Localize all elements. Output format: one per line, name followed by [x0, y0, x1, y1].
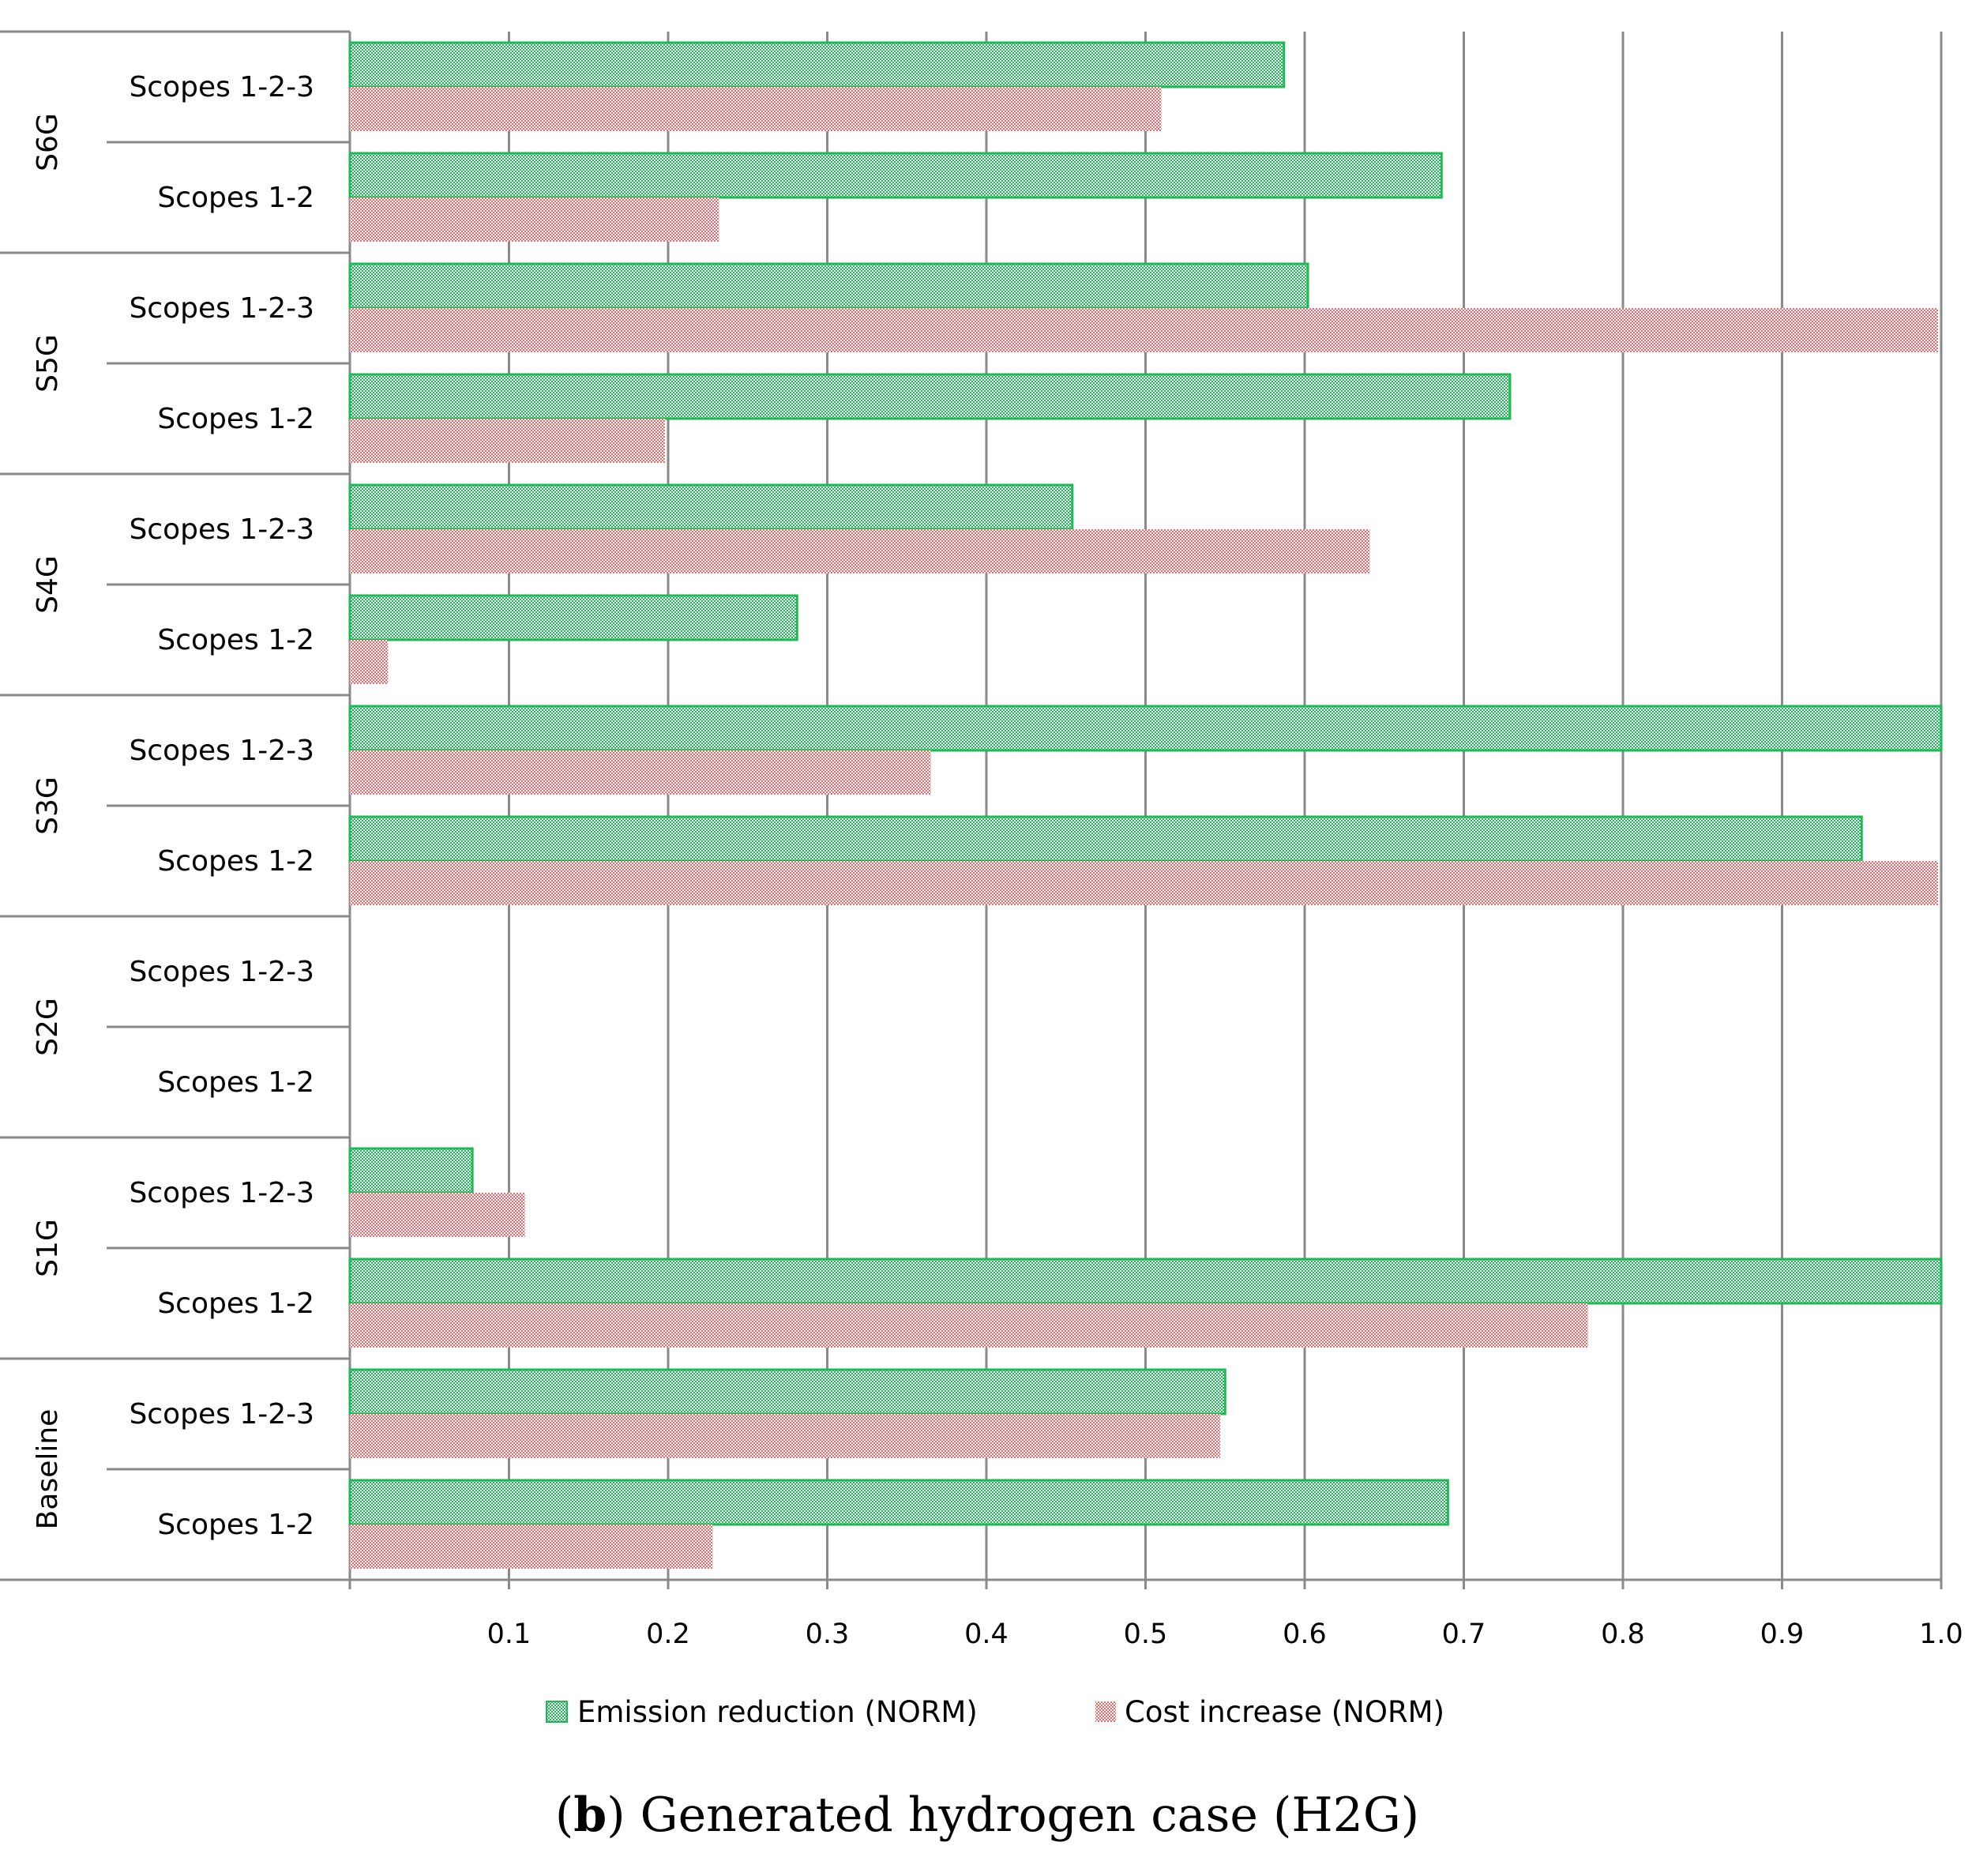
group-label-s6g: S6G: [32, 113, 64, 171]
bar-emission-s6g-scopes-1-2: [348, 152, 1443, 199]
category-label: Scopes 1-2-3: [129, 735, 314, 767]
bar-emission-baseline-scopes-1-2: [348, 1479, 1449, 1526]
x-tick-label-0.4: 0.4: [964, 1618, 1009, 1650]
bar-cost-baseline-scopes-1-2-3: [350, 1414, 1221, 1458]
bar-emission-baseline-scopes-1-2-3: [348, 1368, 1226, 1415]
category-label: Scopes 1-2: [157, 1288, 314, 1320]
bar-emission-s4g-scopes-1-2: [348, 594, 798, 641]
category-label: Scopes 1-2: [157, 845, 314, 878]
group-label-s1g: S1G: [32, 1219, 64, 1277]
bar-cost-s3g-scopes-1-2: [350, 861, 1938, 905]
bar-emission-s1g-scopes-1-2-3: [348, 1147, 474, 1194]
x-tick-label-1.0: 1.0: [1919, 1618, 1963, 1650]
bar-emission-s4g-scopes-1-2-3: [348, 483, 1074, 531]
x-tick-label-0.1: 0.1: [487, 1618, 532, 1650]
category-label: Scopes 1-2-3: [129, 956, 314, 988]
category-label: Scopes 1-2-3: [129, 1398, 314, 1430]
bar-cost-s6g-scopes-1-2: [350, 197, 719, 242]
category-label: Scopes 1-2-3: [129, 292, 314, 325]
category-label: Scopes 1-2: [157, 1066, 314, 1099]
group-label-baseline: Baseline: [32, 1409, 64, 1530]
x-tick-label-0.2: 0.2: [646, 1618, 690, 1650]
bars: [348, 41, 1943, 1569]
legend-swatch-emission: [546, 1701, 568, 1723]
bar-cost-s6g-scopes-1-2-3: [350, 87, 1162, 131]
bar-cost-s4g-scopes-1-2-3: [350, 529, 1370, 573]
x-tick-label-0.6: 0.6: [1283, 1618, 1327, 1650]
category-label: Scopes 1-2-3: [129, 513, 314, 546]
legend-swatch-cost: [1095, 1701, 1116, 1722]
bar-cost-s5g-scopes-1-2-3: [350, 308, 1938, 352]
group-labels: S6G S5G S4G S3G S2G S1G Baseline: [32, 113, 64, 1529]
category-label: Scopes 1-2: [157, 182, 314, 214]
bar-cost-s3g-scopes-1-2-3: [350, 750, 931, 795]
x-tick-label-0.9: 0.9: [1760, 1618, 1805, 1650]
category-label: Scopes 1-2: [157, 624, 314, 656]
legend: Emission reduction (NORM) Cost increase …: [546, 1695, 1444, 1729]
x-tick-label-0.5: 0.5: [1124, 1618, 1168, 1650]
legend-label-cost: Cost increase (NORM): [1125, 1695, 1444, 1729]
x-tick-labels: 0.1 0.2 0.3 0.4 0.5 0.6 0.7 0.8 0.9 1.0: [487, 1618, 1963, 1650]
bar-cost-s5g-scopes-1-2: [350, 419, 665, 463]
category-labels: Scopes 1-2-3 Scopes 1-2 Scopes 1-2-3 Scopes…: [129, 71, 314, 1541]
bar-emission-s3g-scopes-1-2: [348, 815, 1863, 863]
category-label: Scopes 1-2: [157, 1509, 314, 1541]
x-tick-label-0.7: 0.7: [1442, 1618, 1486, 1650]
bar-cost-s4g-scopes-1-2: [350, 640, 389, 684]
group-label-s4g: S4G: [32, 555, 64, 614]
bar-emission-s5g-scopes-1-2: [348, 373, 1512, 420]
bar-cost-baseline-scopes-1-2: [350, 1524, 713, 1569]
bar-emission-s1g-scopes-1-2: [348, 1258, 1943, 1305]
group-label-s5g: S5G: [32, 334, 64, 393]
bar-cost-s1g-scopes-1-2-3: [350, 1193, 525, 1237]
group-label-s3g: S3G: [32, 776, 64, 835]
category-label: Scopes 1-2-3: [129, 71, 314, 103]
bar-emission-s6g-scopes-1-2-3: [348, 41, 1286, 88]
category-label: Scopes 1-2-3: [129, 1177, 314, 1209]
x-tick-label-0.3: 0.3: [806, 1618, 850, 1650]
bar-emission-s5g-scopes-1-2-3: [348, 262, 1309, 310]
bar-cost-s1g-scopes-1-2: [350, 1303, 1588, 1348]
group-label-s2g: S2G: [32, 998, 64, 1056]
bar-emission-s3g-scopes-1-2-3: [348, 705, 1943, 752]
figure-caption: (b) Generated hydrogen case (H2G): [555, 1788, 1419, 1843]
legend-label-emission: Emission reduction (NORM): [577, 1695, 978, 1729]
category-label: Scopes 1-2: [157, 403, 314, 435]
x-tick-label-0.8: 0.8: [1601, 1618, 1645, 1650]
